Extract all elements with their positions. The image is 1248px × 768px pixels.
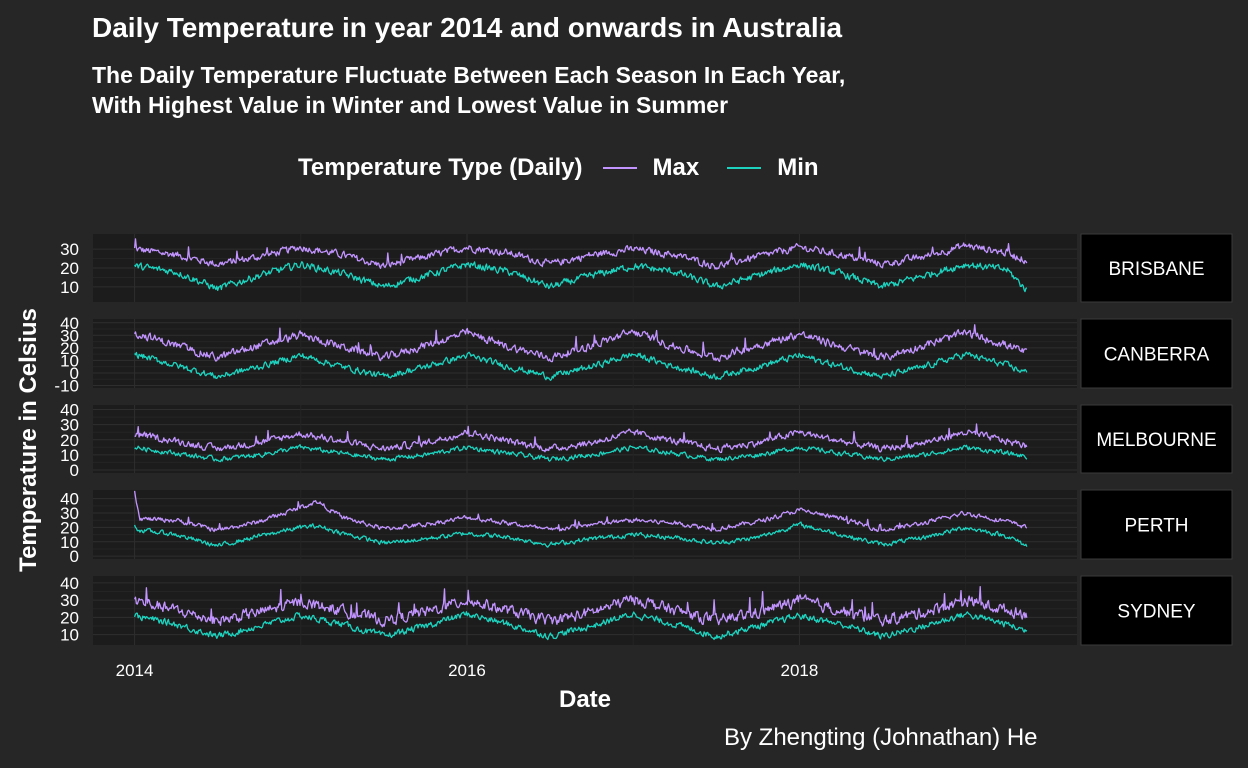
y-tick-label-sydney: 30	[60, 591, 79, 610]
strip-canberra	[1080, 318, 1233, 389]
series-line-sydney-max	[134, 585, 1028, 628]
series-line-canberra-max	[134, 324, 1028, 363]
series-line-sydney-min	[133, 611, 1028, 641]
y-tick-label-brisbane: 30	[60, 240, 79, 259]
y-tick-label-sydney: 20	[60, 608, 79, 627]
chart-caption: By Zhengting (Johnathan) He	[724, 724, 1038, 751]
legend-title: Temperature Type (Daily)	[298, 154, 583, 181]
series-line-perth-max	[133, 490, 1028, 533]
subtitle-line-2: With Highest Value in Winter and Lowest …	[92, 92, 729, 118]
subtitle-line-1: The Daily Temperature Fluctuate Between …	[92, 62, 846, 88]
y-tick-label-sydney: 10	[60, 626, 79, 645]
strip-label-brisbane: BRISBANE	[1108, 259, 1204, 280]
legend-label-min: Min	[777, 154, 819, 181]
x-tick-label: 2018	[781, 661, 819, 680]
y-tick-label-perth: 40	[60, 490, 79, 509]
y-tick-label-canberra: 20	[60, 339, 79, 358]
chart-subtitle: The Daily Temperature Fluctuate Between …	[92, 60, 845, 120]
legend: Temperature Type (Daily) Max Min	[298, 150, 843, 186]
strip-label-sydney: SYDNEY	[1117, 602, 1195, 623]
series-line-brisbane-min	[134, 261, 1028, 293]
y-tick-label-brisbane: 10	[60, 278, 79, 297]
strip-sydney	[1080, 575, 1233, 646]
x-tick-label: 2016	[448, 661, 486, 680]
strip-label-perth: PERTH	[1124, 516, 1188, 537]
series-line-brisbane-max	[133, 238, 1028, 270]
strip-melbourne	[1080, 404, 1233, 474]
legend-key-max	[602, 167, 637, 169]
legend-key-min	[727, 167, 762, 169]
y-tick-label-melbourne: 20	[60, 431, 79, 450]
chart-title: Daily Temperature in year 2014 and onwar…	[92, 12, 843, 43]
strip-label-melbourne: MELBOURNE	[1096, 430, 1216, 451]
strip-brisbane	[1080, 233, 1233, 303]
y-tick-label-canberra: -10	[54, 376, 79, 395]
y-tick-label-perth: 10	[60, 533, 79, 552]
y-tick-label-canberra: 30	[60, 326, 79, 345]
y-tick-label-canberra: 40	[60, 314, 79, 333]
legend-label-max: Max	[652, 154, 700, 181]
y-tick-label-melbourne: 0	[70, 461, 79, 480]
y-tick-label-melbourne: 10	[60, 446, 79, 465]
series-line-melbourne-max	[134, 423, 1028, 454]
x-axis-title: Date	[559, 686, 611, 713]
series-line-perth-min	[133, 521, 1028, 548]
y-tick-label-melbourne: 30	[60, 416, 79, 435]
y-tick-label-melbourne: 40	[60, 401, 79, 420]
y-tick-label-canberra: 10	[60, 351, 79, 370]
y-tick-label-canberra: 0	[70, 364, 79, 383]
y-axis-title: Temperature in Celsius	[15, 308, 42, 572]
x-tick-label: 2014	[116, 661, 154, 680]
y-tick-label-sydney: 40	[60, 574, 79, 593]
series-line-canberra-min	[134, 351, 1028, 381]
strip-label-canberra: CANBERRA	[1104, 345, 1210, 366]
y-tick-label-perth: 30	[60, 504, 79, 523]
strip-perth	[1080, 489, 1233, 560]
y-tick-label-perth: 0	[70, 547, 79, 566]
y-tick-label-perth: 20	[60, 518, 79, 537]
series-line-melbourne-min	[134, 444, 1028, 463]
y-tick-label-brisbane: 20	[60, 259, 79, 278]
